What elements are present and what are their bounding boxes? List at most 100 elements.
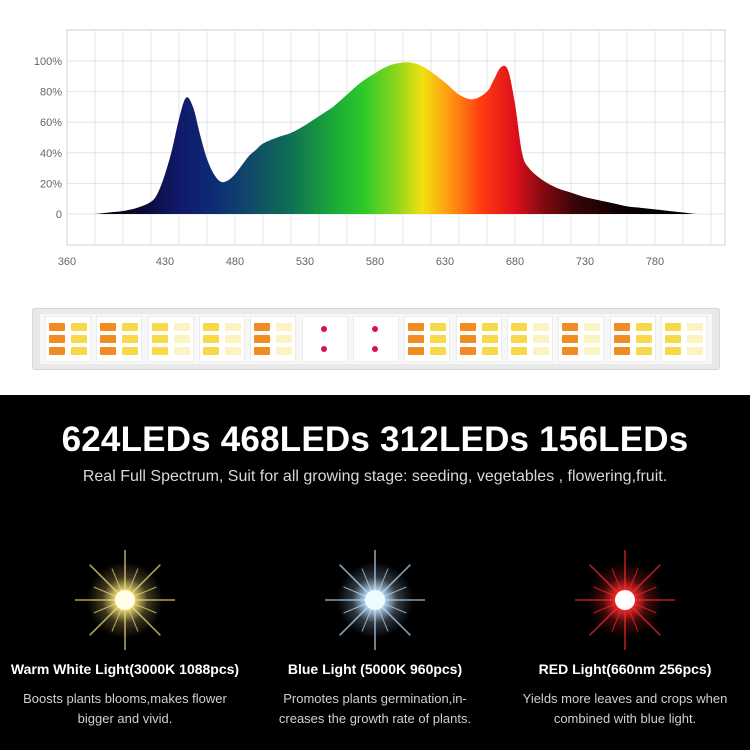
led-chip xyxy=(100,347,117,355)
x-tick-label: 360 xyxy=(58,256,76,268)
led-chip xyxy=(173,347,190,355)
x-tick-label: 530 xyxy=(296,256,314,268)
led-chip xyxy=(686,323,703,331)
led-module xyxy=(610,317,655,361)
x-tick-label: 680 xyxy=(506,256,524,268)
led-chip xyxy=(481,323,498,331)
light-description: Yields more leaves and crops when combin… xyxy=(500,689,750,729)
desc-line: Promotes plants germination,in- xyxy=(283,691,467,706)
desc-line: combined with blue light. xyxy=(553,711,697,726)
led-chip xyxy=(613,347,630,355)
led-chip xyxy=(430,335,447,343)
led-chip xyxy=(173,323,190,331)
led-module xyxy=(251,317,296,361)
led-chip xyxy=(584,323,601,331)
led-chip xyxy=(584,335,601,343)
led-chip xyxy=(122,323,139,331)
led-chip xyxy=(224,347,241,355)
led-module xyxy=(456,317,501,361)
light-description: Promotes plants germination,in- creases … xyxy=(250,689,500,729)
led-chip xyxy=(71,323,87,331)
led-chip xyxy=(49,335,65,343)
led-chip xyxy=(71,335,87,343)
led-chip xyxy=(408,347,425,355)
led-chip xyxy=(71,347,87,355)
led-chip xyxy=(510,323,527,331)
warm-white-column: Warm White Light(3000K 1088pcs) Boosts p… xyxy=(0,545,250,729)
led-chip xyxy=(584,347,601,355)
y-axis: 0 20% 40% 60% 80% 100% xyxy=(34,56,62,221)
x-tick-label: 580 xyxy=(366,256,384,268)
led-chip xyxy=(481,347,498,355)
led-chip xyxy=(664,347,681,355)
y-tick-label: 60% xyxy=(40,117,62,129)
led-chip xyxy=(686,335,703,343)
led-chip xyxy=(276,347,293,355)
led-chip xyxy=(320,346,327,352)
light-description: Boosts plants blooms,makes flower bigger… xyxy=(0,689,250,729)
red-led-icon xyxy=(575,550,675,650)
y-tick-label: 20% xyxy=(40,178,62,190)
y-tick-label: 40% xyxy=(40,148,62,160)
led-chip xyxy=(408,323,425,331)
spectrum-area xyxy=(95,62,711,214)
led-chip xyxy=(122,335,139,343)
led-chip xyxy=(430,347,447,355)
red-led-module xyxy=(353,317,398,361)
red-column: RED Light(660nm 256pcs) Yields more leav… xyxy=(500,545,750,729)
led-chip xyxy=(613,335,630,343)
led-chip xyxy=(254,335,271,343)
led-chip xyxy=(459,347,476,355)
led-chip xyxy=(254,323,271,331)
x-tick-label: 630 xyxy=(436,256,454,268)
y-tick-label: 0 xyxy=(56,209,62,221)
led-module xyxy=(661,317,706,361)
led-chip xyxy=(100,335,117,343)
led-chip xyxy=(224,323,241,331)
led-chip xyxy=(635,335,652,343)
led-module xyxy=(405,317,450,361)
subtitle: Real Full Spectrum, Suit for all growing… xyxy=(82,468,668,485)
led-chip xyxy=(562,335,579,343)
led-chip xyxy=(459,323,476,331)
x-tick-label: 780 xyxy=(646,256,664,268)
desc-line: bigger and vivid. xyxy=(77,711,173,726)
led-chip xyxy=(202,323,219,331)
led-chip xyxy=(686,347,703,355)
led-chip xyxy=(320,326,327,332)
led-chip xyxy=(635,323,652,331)
led-chip xyxy=(613,323,630,331)
desc-line: Boosts plants blooms,makes flower xyxy=(23,691,227,706)
promo-panel: 624LEDs 468LEDs 312LEDs 156LEDs Real Ful… xyxy=(0,395,750,750)
led-chip xyxy=(49,323,65,331)
led-module xyxy=(148,317,193,361)
led-strip-modules xyxy=(40,314,712,364)
x-axis: 360 430 480 530 580 630 680 730 780 xyxy=(58,256,664,268)
led-chip xyxy=(151,335,168,343)
led-chip xyxy=(371,326,378,332)
y-tick-label: 80% xyxy=(40,87,62,99)
light-title: Blue Light (5000K 960pcs) xyxy=(287,661,463,677)
led-chip xyxy=(254,347,271,355)
led-chip xyxy=(532,335,549,343)
x-tick-label: 430 xyxy=(156,256,174,268)
led-chip xyxy=(276,323,293,331)
led-chip xyxy=(562,347,579,355)
desc-line: Yields more leaves and crops when xyxy=(522,691,728,706)
led-chip xyxy=(151,323,168,331)
led-strip xyxy=(32,308,720,370)
x-tick-label: 480 xyxy=(226,256,244,268)
blue-column: Blue Light (5000K 960pcs) Promotes plant… xyxy=(250,545,500,729)
led-module xyxy=(559,317,604,361)
led-chip xyxy=(562,323,579,331)
red-led-module xyxy=(302,317,347,361)
x-tick-label: 730 xyxy=(576,256,594,268)
led-module xyxy=(507,317,552,361)
led-chip xyxy=(100,323,117,331)
led-chip xyxy=(49,347,65,355)
led-chip xyxy=(459,335,476,343)
light-title: Warm White Light(3000K 1088pcs) xyxy=(10,661,240,677)
led-chip xyxy=(532,323,549,331)
led-chip xyxy=(276,335,293,343)
led-chip xyxy=(202,347,219,355)
